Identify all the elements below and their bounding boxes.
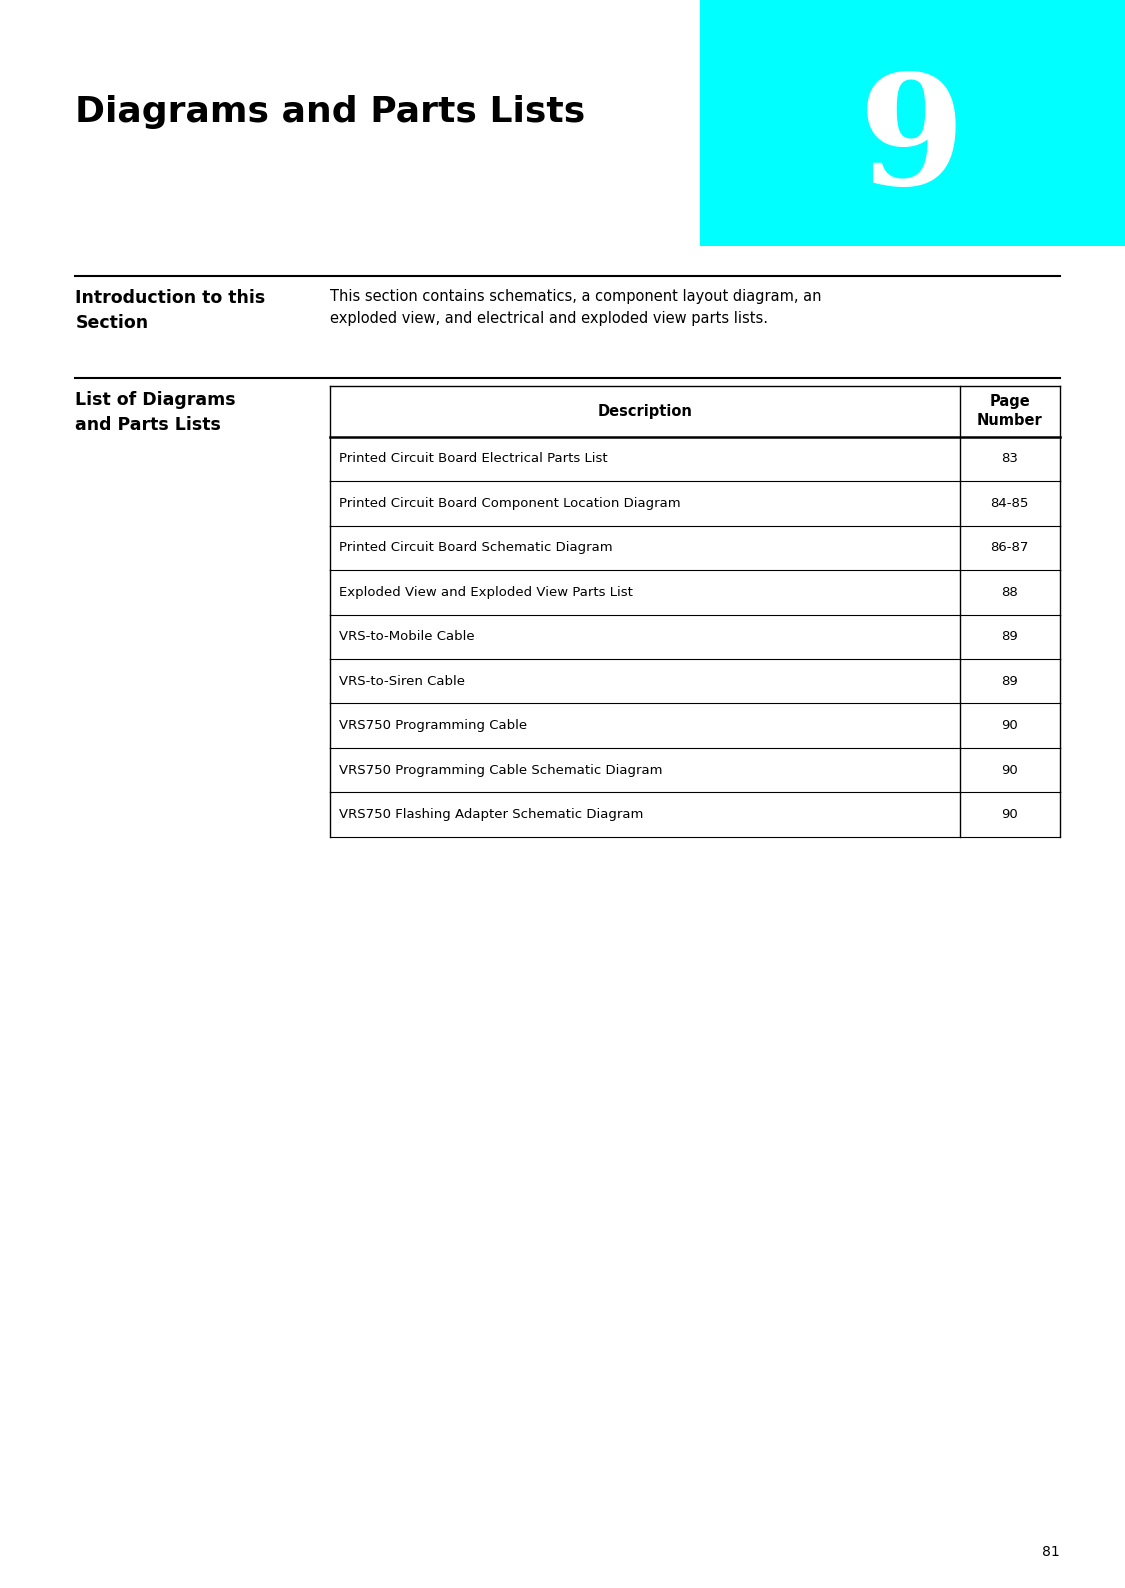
Text: Printed Circuit Board Electrical Parts List: Printed Circuit Board Electrical Parts L… (339, 453, 608, 465)
Text: 90: 90 (1001, 719, 1018, 732)
Text: Diagrams and Parts Lists: Diagrams and Parts Lists (75, 95, 586, 129)
Text: 9: 9 (860, 68, 965, 218)
Text: 90: 90 (1001, 808, 1018, 821)
Text: 89: 89 (1001, 675, 1018, 688)
Text: Printed Circuit Board Schematic Diagram: Printed Circuit Board Schematic Diagram (339, 542, 612, 554)
Text: 89: 89 (1001, 630, 1018, 643)
Bar (700, 0, 1125, 246)
Text: 88: 88 (1001, 586, 1018, 599)
Text: Page
Number: Page Number (976, 394, 1043, 429)
Text: 90: 90 (1001, 764, 1018, 777)
Text: Introduction to this
Section: Introduction to this Section (75, 289, 266, 332)
Text: VRS-to-Mobile Cable: VRS-to-Mobile Cable (339, 630, 475, 643)
Text: This section contains schematics, a component layout diagram, an
exploded view, : This section contains schematics, a comp… (330, 289, 821, 326)
Text: 86-87: 86-87 (990, 542, 1029, 554)
Text: VRS750 Programming Cable Schematic Diagram: VRS750 Programming Cable Schematic Diagr… (339, 764, 663, 777)
Text: Description: Description (597, 403, 692, 419)
Text: VRS750 Flashing Adapter Schematic Diagram: VRS750 Flashing Adapter Schematic Diagra… (339, 808, 644, 821)
Text: 81: 81 (1042, 1545, 1060, 1559)
Text: VRS750 Programming Cable: VRS750 Programming Cable (339, 719, 526, 732)
Text: 83: 83 (1001, 453, 1018, 465)
Text: Printed Circuit Board Component Location Diagram: Printed Circuit Board Component Location… (339, 497, 681, 510)
Text: Exploded View and Exploded View Parts List: Exploded View and Exploded View Parts Li… (339, 586, 632, 599)
Text: 84-85: 84-85 (990, 497, 1029, 510)
Text: VRS-to-Siren Cable: VRS-to-Siren Cable (339, 675, 465, 688)
Text: List of Diagrams
and Parts Lists: List of Diagrams and Parts Lists (75, 391, 236, 434)
